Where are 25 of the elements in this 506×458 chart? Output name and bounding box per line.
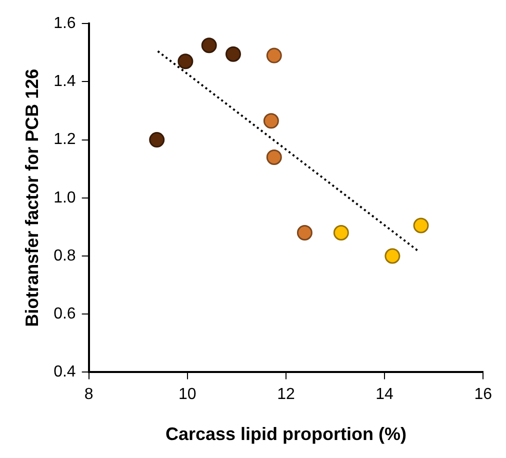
y-tick-label: 1.4: [54, 73, 76, 90]
point: [201, 38, 217, 54]
point: [225, 46, 241, 62]
x-tick-label: 14: [376, 386, 394, 404]
point: [149, 132, 165, 148]
y-tick-label: 0.6: [54, 306, 76, 323]
point: [178, 54, 194, 70]
y-tick-label: 0.8: [54, 247, 76, 264]
y-tick-label: 1.6: [54, 15, 76, 32]
x-tick-label: 8: [84, 386, 94, 404]
x-axis-title: Carcass lipid proportion (%): [165, 424, 406, 444]
y-axis-title: Biotransfer factor for PCB 126: [22, 68, 42, 327]
point: [413, 218, 429, 234]
point: [296, 225, 312, 241]
x-tick-label: 12: [277, 386, 295, 404]
x-tick-label: 16: [474, 386, 492, 404]
point: [333, 225, 349, 241]
point: [263, 113, 279, 129]
y-tick-label: 1.0: [54, 189, 76, 206]
point: [384, 248, 400, 264]
point: [266, 48, 282, 64]
x-tick-label: 10: [178, 386, 196, 404]
y-tick-label: 1.2: [54, 131, 76, 148]
point: [266, 149, 282, 165]
y-tick-label: 0.4: [54, 364, 76, 381]
